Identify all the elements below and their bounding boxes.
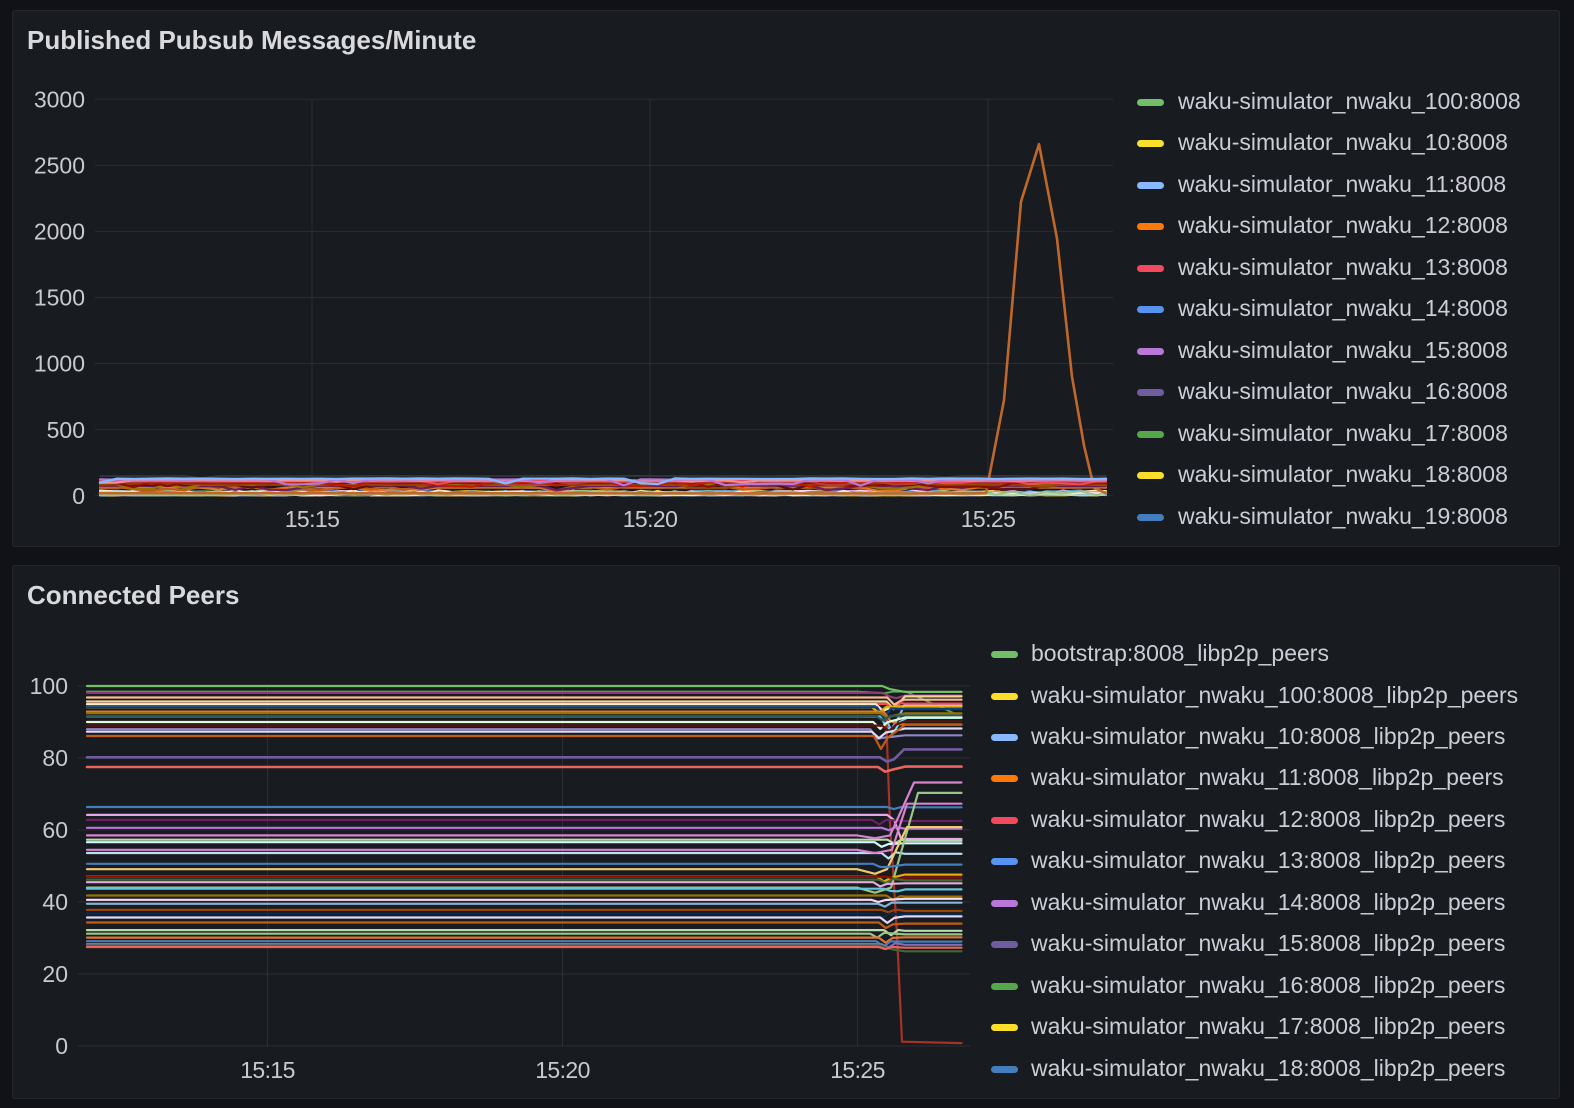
svg-text:20: 20 <box>42 961 68 987</box>
svg-text:15:25: 15:25 <box>961 506 1016 532</box>
svg-text:1500: 1500 <box>34 285 85 311</box>
svg-text:40: 40 <box>42 889 68 915</box>
svg-text:60: 60 <box>42 817 68 843</box>
svg-text:2500: 2500 <box>34 153 85 179</box>
svg-text:1000: 1000 <box>34 351 85 377</box>
svg-text:500: 500 <box>47 417 85 443</box>
svg-text:80: 80 <box>42 745 68 771</box>
svg-text:15:15: 15:15 <box>285 506 340 532</box>
svg-text:100: 100 <box>30 673 68 699</box>
svg-text:15:25: 15:25 <box>830 1057 885 1083</box>
svg-text:15:15: 15:15 <box>240 1057 295 1083</box>
svg-text:2000: 2000 <box>34 219 85 245</box>
svg-text:3000: 3000 <box>34 87 85 113</box>
svg-text:15:20: 15:20 <box>535 1057 590 1083</box>
svg-text:0: 0 <box>72 483 85 509</box>
svg-text:15:20: 15:20 <box>623 506 678 532</box>
svg-text:0: 0 <box>55 1033 68 1059</box>
